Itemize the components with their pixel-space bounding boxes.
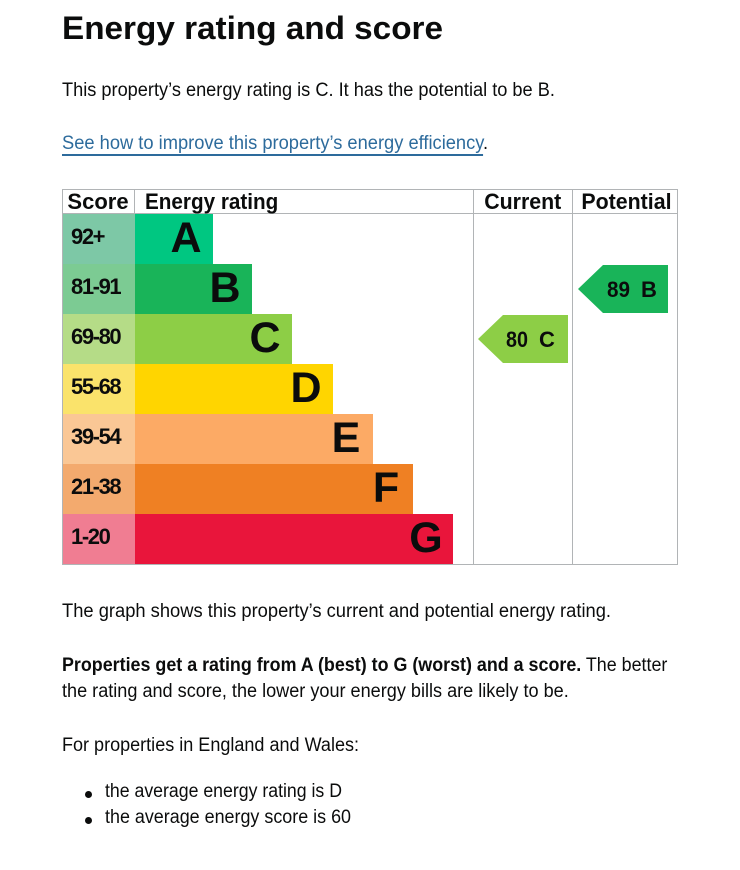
svg-text:C: C	[539, 327, 555, 352]
svg-text:80: 80	[506, 327, 528, 352]
svg-text:89: 89	[607, 277, 630, 302]
svg-text:B: B	[641, 277, 657, 302]
